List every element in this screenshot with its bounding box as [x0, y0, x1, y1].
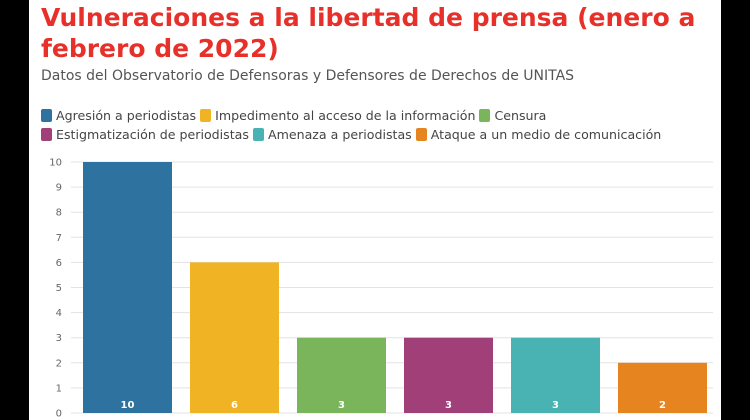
legend-swatch: [415, 128, 427, 141]
legend-label: Censura: [494, 108, 547, 123]
bar-value-label: 6: [231, 400, 238, 411]
y-tick-label: 4: [56, 308, 62, 319]
bar: [297, 337, 386, 413]
legend-swatch: [479, 109, 491, 122]
y-tick-label: 10: [49, 158, 62, 169]
legend-item[interactable]: Amenaza a periodistas: [252, 126, 412, 143]
chart-title: Vulneraciones a la libertad de prensa (e…: [41, 3, 696, 63]
bar: [404, 337, 493, 413]
y-tick-label: 5: [56, 283, 62, 294]
bar: [618, 362, 707, 413]
legend-label: Amenaza a periodistas: [267, 127, 412, 142]
y-tick-label: 2: [56, 358, 62, 369]
legend-swatch: [200, 109, 212, 122]
bar-value-label: 10: [121, 400, 135, 411]
y-tick-label: 1: [56, 383, 62, 394]
legend-swatch: [252, 128, 264, 141]
bar-value-label: 2: [659, 400, 666, 411]
legend-item[interactable]: Censura: [479, 107, 546, 124]
legend-item[interactable]: Agresión a periodistas: [41, 107, 196, 124]
bar-value-label: 3: [338, 400, 345, 411]
legend-label: Impedimento al acceso de la información: [215, 108, 476, 123]
y-tick-label: 6: [56, 258, 62, 269]
legend-item[interactable]: Ataque a un medio de comunicación: [415, 126, 662, 143]
chart-legend: Agresión a periodistas Impedimento al acc…: [41, 107, 717, 143]
chart-subtitle: Datos del Observatorio de Defensoras y D…: [41, 68, 575, 84]
y-tick-label: 0: [56, 409, 62, 420]
legend-label: Ataque a un medio de comunicación: [430, 127, 662, 142]
bar-value-label: 3: [552, 400, 559, 411]
bar: [511, 337, 600, 413]
y-tick-label: 8: [56, 208, 62, 219]
bar: [83, 162, 172, 413]
chart-card: Vulneraciones a la libertad de prensa (e…: [29, 0, 721, 420]
bar-chart: 0 1 2 3 4 5 6 7 8 9 10 10 6 3 3 3 2: [49, 158, 713, 420]
y-tick-label: 7: [56, 233, 62, 244]
bar: [190, 262, 279, 413]
legend-label: Agresión a periodistas: [56, 108, 197, 123]
y-tick-label: 3: [56, 333, 62, 344]
legend-item[interactable]: Impedimento al acceso de la información: [200, 107, 475, 124]
legend-label: Estigmatización de periodistas: [56, 127, 249, 142]
legend-swatch: [41, 109, 52, 122]
legend-item[interactable]: Estigmatización de periodistas: [41, 126, 249, 143]
bar-value-label: 3: [445, 400, 452, 411]
legend-swatch: [41, 128, 52, 141]
y-tick-label: 9: [56, 183, 62, 194]
